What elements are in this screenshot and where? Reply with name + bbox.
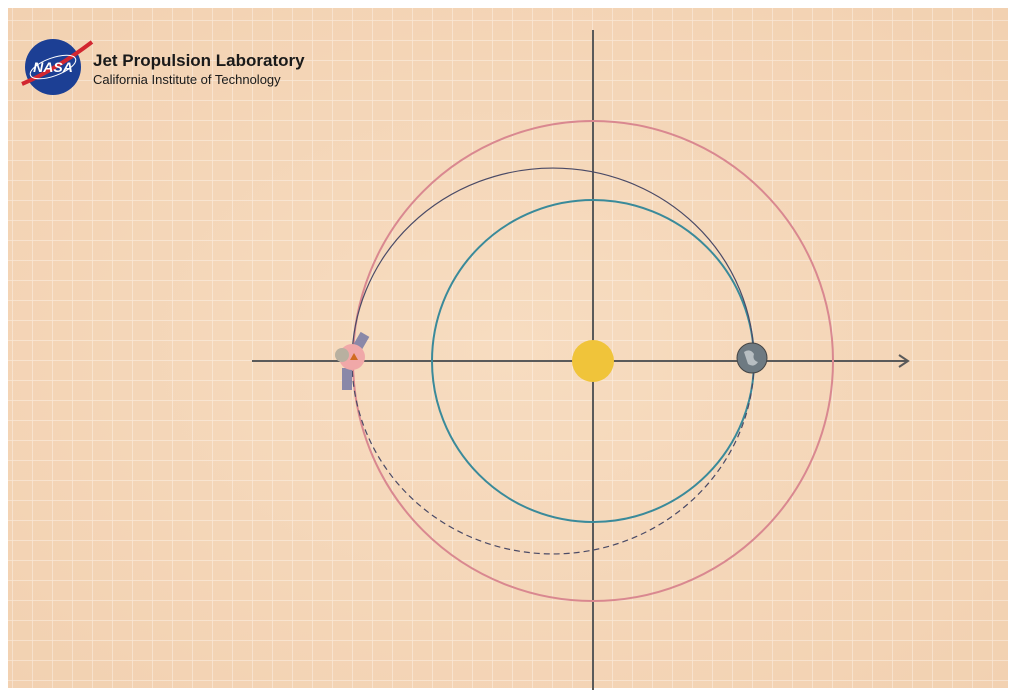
logo-text: NASA [33,59,73,75]
transfer-orbit-return [351,360,755,555]
nasa-logo: NASA [21,39,94,95]
transfer-orbit [351,167,755,362]
org-subtitle: California Institute of Technology [93,72,281,87]
grid [8,8,1008,688]
spacecraft [335,331,370,390]
org-title: Jet Propulsion Laboratory [93,51,305,70]
earth [736,342,768,374]
sun [572,340,614,382]
